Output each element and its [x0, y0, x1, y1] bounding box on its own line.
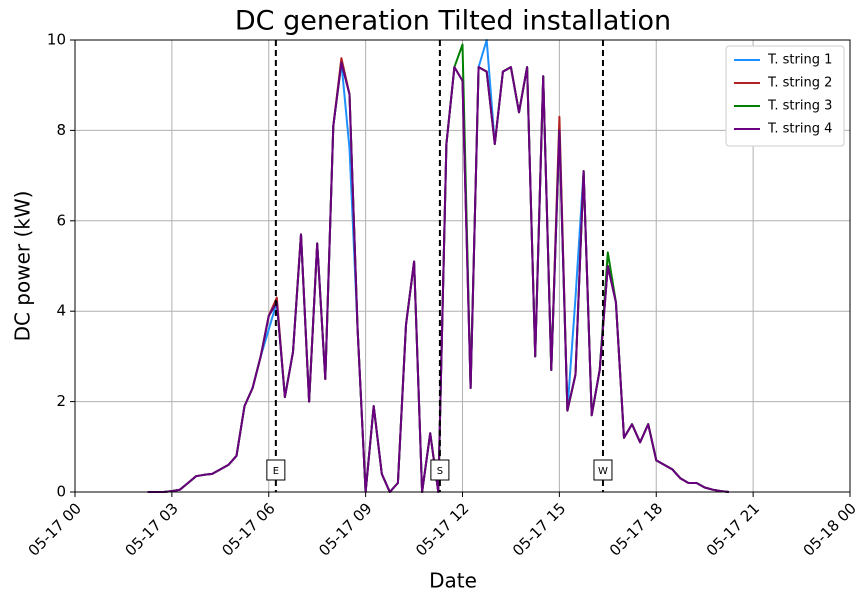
- annotation-label: E: [273, 466, 279, 477]
- x-tick-label: 05-17 03: [121, 499, 181, 559]
- chart-title: DC generation Tilted installation: [235, 6, 671, 37]
- x-tick-label: 05-17 15: [509, 499, 569, 559]
- legend-box: [725, 45, 845, 147]
- legend-label: T. string 1: [767, 53, 832, 68]
- series-line: [147, 57, 730, 493]
- annotation-label: S: [437, 466, 443, 477]
- y-axis-label: DC power (kW): [11, 191, 35, 342]
- x-tick-label: 05-17 06: [218, 499, 278, 559]
- legend-label: T. string 4: [767, 122, 832, 137]
- series-line: [147, 39, 730, 493]
- x-tick-label: 05-17 09: [315, 499, 375, 559]
- plot-frame: [74, 39, 851, 493]
- annotation-box: [593, 459, 613, 481]
- x-tick-label: 05-17 21: [703, 499, 763, 559]
- series-line: [147, 43, 730, 493]
- annotation-label: W: [598, 466, 608, 477]
- annotation-box: [266, 459, 286, 481]
- y-tick-label: 4: [56, 302, 66, 320]
- annotation-box: [430, 459, 450, 481]
- x-tick-label: 05-17 18: [606, 499, 666, 559]
- y-tick-label: 2: [56, 392, 66, 410]
- x-axis-label: Date: [429, 569, 477, 593]
- legend-label: T. string 2: [767, 76, 832, 91]
- y-tick-label: 10: [47, 31, 66, 49]
- series-line: [147, 61, 730, 493]
- legend-label: T. string 3: [767, 99, 832, 114]
- y-tick-label: 0: [56, 483, 66, 501]
- y-tick-label: 8: [56, 121, 66, 139]
- x-tick-label: 05-17 12: [412, 499, 472, 559]
- x-tick-label: 05-17 00: [25, 499, 85, 559]
- x-tick-label: 05-18 00: [800, 499, 858, 559]
- y-tick-label: 6: [56, 211, 66, 229]
